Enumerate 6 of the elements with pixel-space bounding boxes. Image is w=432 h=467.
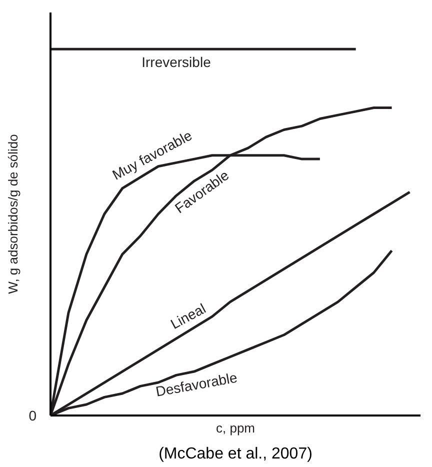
text: Desfavorable [154,369,239,400]
y-axis-title: W, g adsorbidos/g de sólido [6,134,21,294]
text: 0 [28,408,37,424]
series-label: Irreversible [142,54,212,70]
x-axis-title: c, ppm [216,420,256,436]
text: (McCabe et al., 2007) [158,446,312,462]
